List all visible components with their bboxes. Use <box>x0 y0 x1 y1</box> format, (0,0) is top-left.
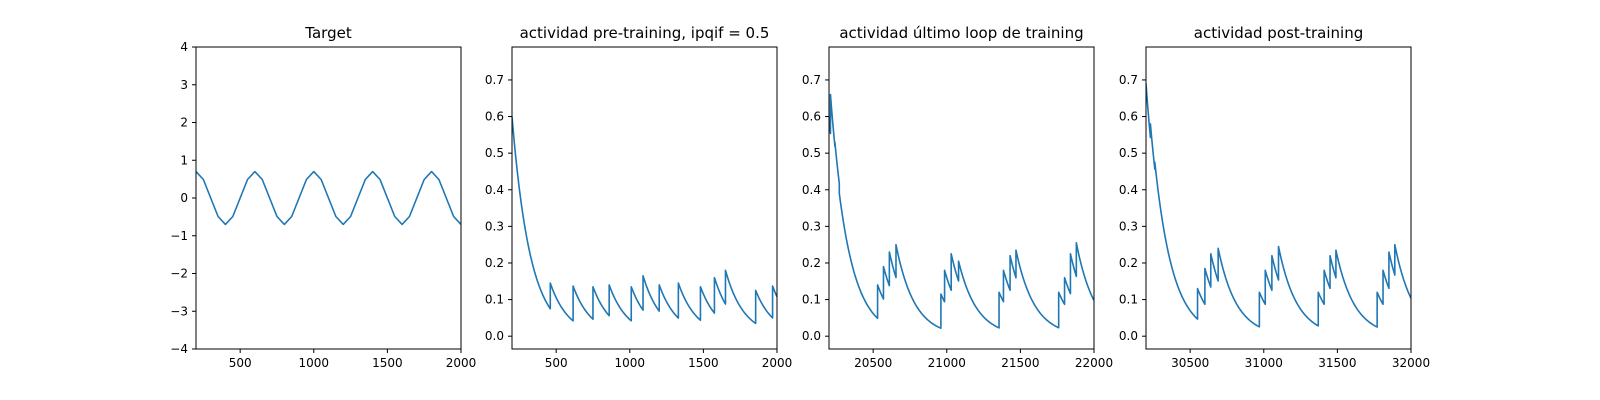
series-line-1 <box>512 116 777 325</box>
y-tick-label: 1 <box>180 153 188 167</box>
x-tick-label: 2000 <box>446 356 477 370</box>
axes-frame <box>1145 46 1412 350</box>
y-tick-label: −2 <box>170 267 188 281</box>
chart-title: Target <box>304 24 352 42</box>
x-tick-label: 30500 <box>1171 356 1209 370</box>
y-tick-label: 0.5 <box>802 146 821 160</box>
y-tick-label: 0.3 <box>802 219 821 233</box>
x-tick-label: 31000 <box>1245 356 1283 370</box>
y-tick-label: 0.1 <box>802 293 821 307</box>
series-line-1 <box>1146 83 1411 328</box>
chart-title: actividad pre-training, ipqif = 0.5 <box>520 24 770 42</box>
y-tick-label: 0.4 <box>485 183 504 197</box>
x-tick-label: 1000 <box>299 356 330 370</box>
y-tick-label: −3 <box>170 304 188 318</box>
y-tick-label: 0.2 <box>485 256 504 270</box>
y-tick-label: 0.0 <box>802 329 821 343</box>
y-tick-label: 0.7 <box>485 73 504 87</box>
chart-title: actividad post-training <box>1194 24 1363 42</box>
y-tick-label: 0.0 <box>1119 329 1138 343</box>
x-tick-label: 1500 <box>688 356 719 370</box>
chart-title: actividad último loop de training <box>839 24 1083 42</box>
y-tick-label: 0 <box>180 191 188 205</box>
y-tick-label: 0.6 <box>1119 110 1138 124</box>
y-tick-label: 0.4 <box>1119 183 1138 197</box>
y-tick-label: 0.5 <box>485 146 504 160</box>
y-tick-label: 2 <box>180 116 188 130</box>
y-tick-label: 0.2 <box>1119 256 1138 270</box>
series-line-1 <box>196 170 461 226</box>
x-tick-label: 22000 <box>1075 356 1113 370</box>
y-tick-label: 0.7 <box>802 73 821 87</box>
y-tick-label: 0.3 <box>485 219 504 233</box>
y-tick-label: 0.6 <box>485 110 504 124</box>
y-tick-label: 0.3 <box>1119 219 1138 233</box>
x-tick-label: 2000 <box>762 356 793 370</box>
axes-frame <box>828 46 1095 350</box>
y-tick-label: −4 <box>170 342 188 356</box>
y-tick-label: 0.0 <box>485 329 504 343</box>
subplot-1: Target 500 1000 1500 2000 −4 −3 −2 −1 0 1 2 3 4 <box>170 24 476 370</box>
x-tick-label: 32000 <box>1392 356 1430 370</box>
subplot-3: actividad último loop de training 20500 21… <box>802 24 1113 370</box>
y-tick-label: 0.5 <box>1119 146 1138 160</box>
y-tick-label: 0.2 <box>802 256 821 270</box>
y-tick-label: 0.7 <box>1119 73 1138 87</box>
y-tick-label: 0.4 <box>802 183 821 197</box>
y-tick-label: 4 <box>180 40 188 54</box>
y-tick-label: −1 <box>170 229 188 243</box>
y-tick-label: 0.1 <box>1119 293 1138 307</box>
x-tick-label: 21500 <box>1001 356 1039 370</box>
x-tick-label: 21000 <box>928 356 966 370</box>
x-tick-label: 20500 <box>854 356 892 370</box>
x-tick-label: 500 <box>229 356 252 370</box>
y-tick-label: 0.1 <box>485 293 504 307</box>
y-tick-label: 0.6 <box>802 110 821 124</box>
x-tick-label: 500 <box>545 356 568 370</box>
x-tick-label: 1000 <box>615 356 646 370</box>
x-tick-label: 31500 <box>1318 356 1356 370</box>
subplot-2: actividad pre-training, ipqif = 0.5 500 10… <box>485 24 792 370</box>
series-line-1 <box>829 93 1094 330</box>
axes-frame <box>511 46 778 350</box>
subplot-4: actividad post-training 30500 31000 31500 32… <box>1119 24 1430 370</box>
y-tick-label: 3 <box>180 78 188 92</box>
x-tick-label: 1500 <box>372 356 403 370</box>
